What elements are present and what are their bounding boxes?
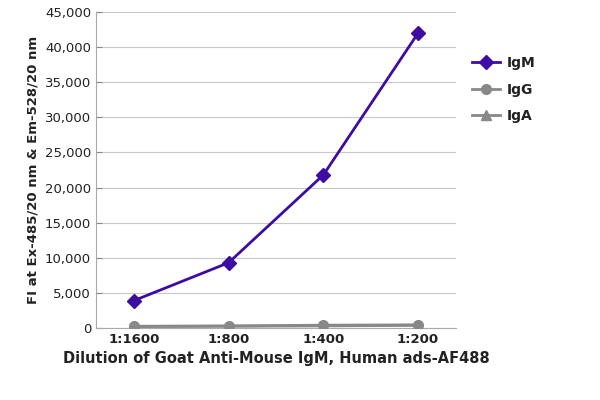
IgG (415, 322, 422, 327)
IgA (320, 324, 327, 328)
Line: IgG: IgG (129, 320, 423, 331)
Y-axis label: FI at Ex-485/20 nm & Em-528/20 nm: FI at Ex-485/20 nm & Em-528/20 nm (26, 36, 40, 304)
IgM (225, 260, 232, 265)
Line: IgA: IgA (129, 320, 423, 332)
X-axis label: Dilution of Goat Anti-Mouse IgM, Human ads-AF488: Dilution of Goat Anti-Mouse IgM, Human a… (62, 352, 490, 366)
IgA (415, 323, 422, 328)
IgG (320, 323, 327, 328)
IgA (225, 324, 232, 329)
IgG (225, 324, 232, 328)
IgA (130, 324, 137, 329)
Line: IgM: IgM (129, 28, 423, 306)
IgM (130, 298, 137, 303)
IgM (415, 31, 422, 36)
IgG (130, 324, 137, 329)
Legend: IgM, IgG, IgA: IgM, IgG, IgA (467, 50, 541, 129)
IgM (320, 172, 327, 177)
